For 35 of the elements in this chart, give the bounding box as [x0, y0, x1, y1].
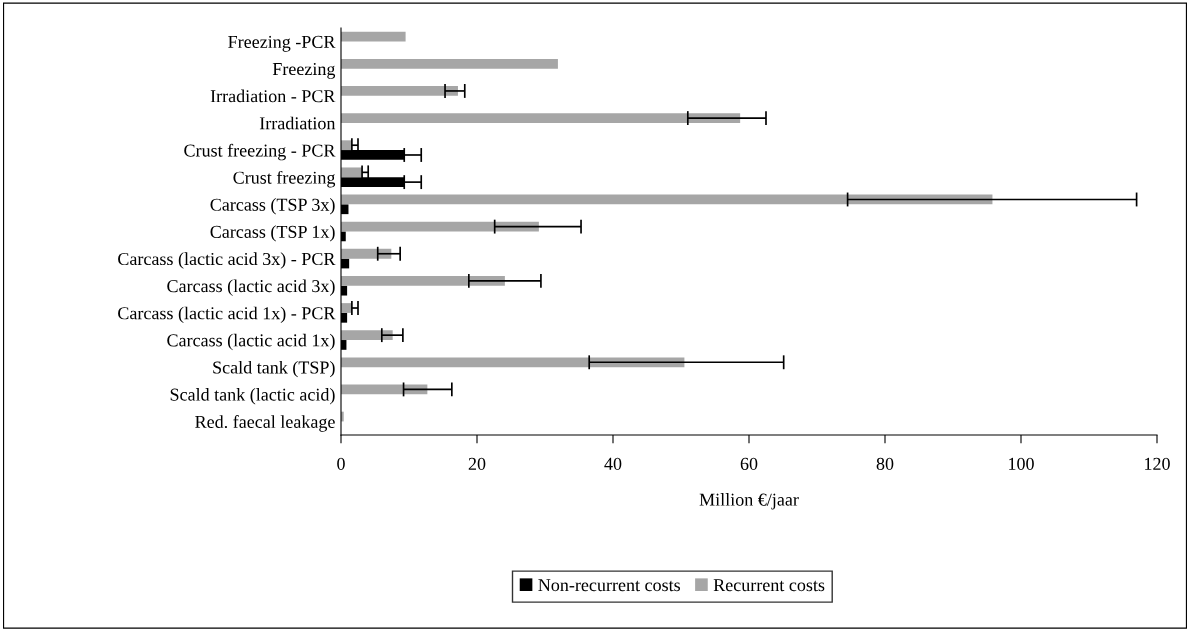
- x-tick-label: 20: [468, 457, 486, 470]
- y-tick-label: Red. faecal leakage: [195, 415, 335, 432]
- y-tick-label: Scald tank (lactic acid): [170, 388, 335, 405]
- y-tick-label: Carcass (lactic acid 3x): [167, 279, 335, 296]
- bar: [341, 248, 392, 259]
- bar: [341, 31, 406, 42]
- y-tick-label: Irradiation: [259, 116, 336, 130]
- x-tick-label: 40: [604, 457, 622, 470]
- y-tick-label: Freezing: [272, 62, 336, 79]
- bar: [341, 86, 458, 96]
- bar: [341, 357, 685, 368]
- y-tick-label: Scald tank (TSP): [213, 360, 335, 378]
- bar: [341, 113, 741, 123]
- bar: [341, 276, 505, 286]
- bar: [341, 330, 393, 341]
- legend-label: Non-recurrent costs: [538, 579, 681, 592]
- bar: [341, 194, 993, 205]
- x-tick-label: 0: [337, 457, 345, 470]
- y-tick-label: Freezing -PCR: [228, 35, 336, 52]
- y-tick-label: Carcass (lactic acid 1x) - PCR: [118, 306, 336, 324]
- y-tick-label: Carcass (lactic acid 1x): [167, 333, 335, 351]
- legend-label: Recurrent costs: [713, 579, 825, 592]
- bar: [341, 167, 363, 178]
- y-tick-label: Crust freezing - PCR: [184, 143, 336, 161]
- x-tick-label: 100: [1009, 457, 1034, 470]
- y-tick-label: Carcass (TSP 1x): [210, 225, 335, 242]
- y-tick-label: Carcass (lactic acid 3x) - PCR: [118, 252, 336, 269]
- bar: [341, 58, 558, 69]
- x-tick-label: 80: [876, 457, 894, 470]
- x-axis-title: Million €/jaar: [699, 493, 799, 510]
- y-tick-label: Irradiation - PCR: [210, 89, 336, 103]
- y-tick-label: Crust freezing: [233, 170, 336, 188]
- x-tick-label: 120: [1145, 457, 1170, 470]
- y-tick-label: Carcass (TSP 3x): [210, 198, 335, 215]
- x-tick-label: 60: [740, 457, 758, 470]
